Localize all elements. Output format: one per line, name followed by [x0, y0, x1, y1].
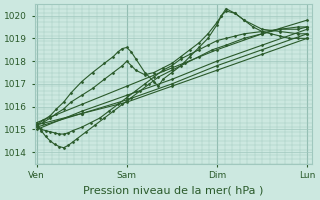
X-axis label: Pression niveau de la mer( hPa ): Pression niveau de la mer( hPa )	[83, 186, 263, 196]
